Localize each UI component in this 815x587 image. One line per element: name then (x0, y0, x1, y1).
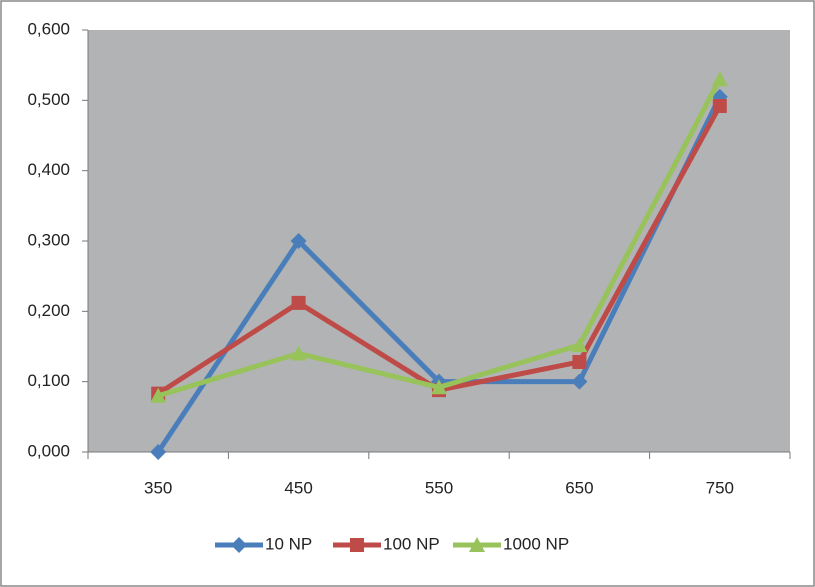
legend-label: 100 NP (383, 534, 440, 553)
series-marker (150, 444, 167, 460)
legend-marker (469, 537, 485, 552)
series-marker (290, 345, 307, 361)
series-marker (711, 71, 728, 87)
x-tick-label: 450 (284, 478, 312, 497)
series-marker (431, 379, 447, 395)
series-marker (571, 337, 588, 353)
series-marker (712, 98, 727, 113)
series-marker (150, 387, 167, 403)
legend-label: 1000 NP (503, 534, 569, 553)
y-tick-label: 0,000 (27, 441, 70, 460)
series-marker (571, 373, 588, 390)
series-marker (572, 354, 587, 369)
x-tick-label: 350 (144, 478, 172, 497)
series-marker (291, 295, 306, 310)
y-tick-label: 0,400 (27, 160, 70, 179)
y-tick-label: 0,300 (27, 230, 70, 249)
y-tick-label: 0,200 (27, 301, 70, 320)
y-tick-label: 0,500 (27, 90, 70, 109)
series-marker (290, 233, 307, 249)
y-tick-label: 0,600 (27, 19, 70, 38)
x-tick-label: 750 (706, 478, 734, 497)
y-tick-label: 0,100 (27, 371, 70, 390)
legend-marker (231, 537, 247, 553)
legend-label: 10 NP (265, 534, 312, 553)
x-tick-label: 550 (425, 478, 453, 497)
legend-marker (350, 538, 364, 552)
x-tick-label: 650 (565, 478, 593, 497)
